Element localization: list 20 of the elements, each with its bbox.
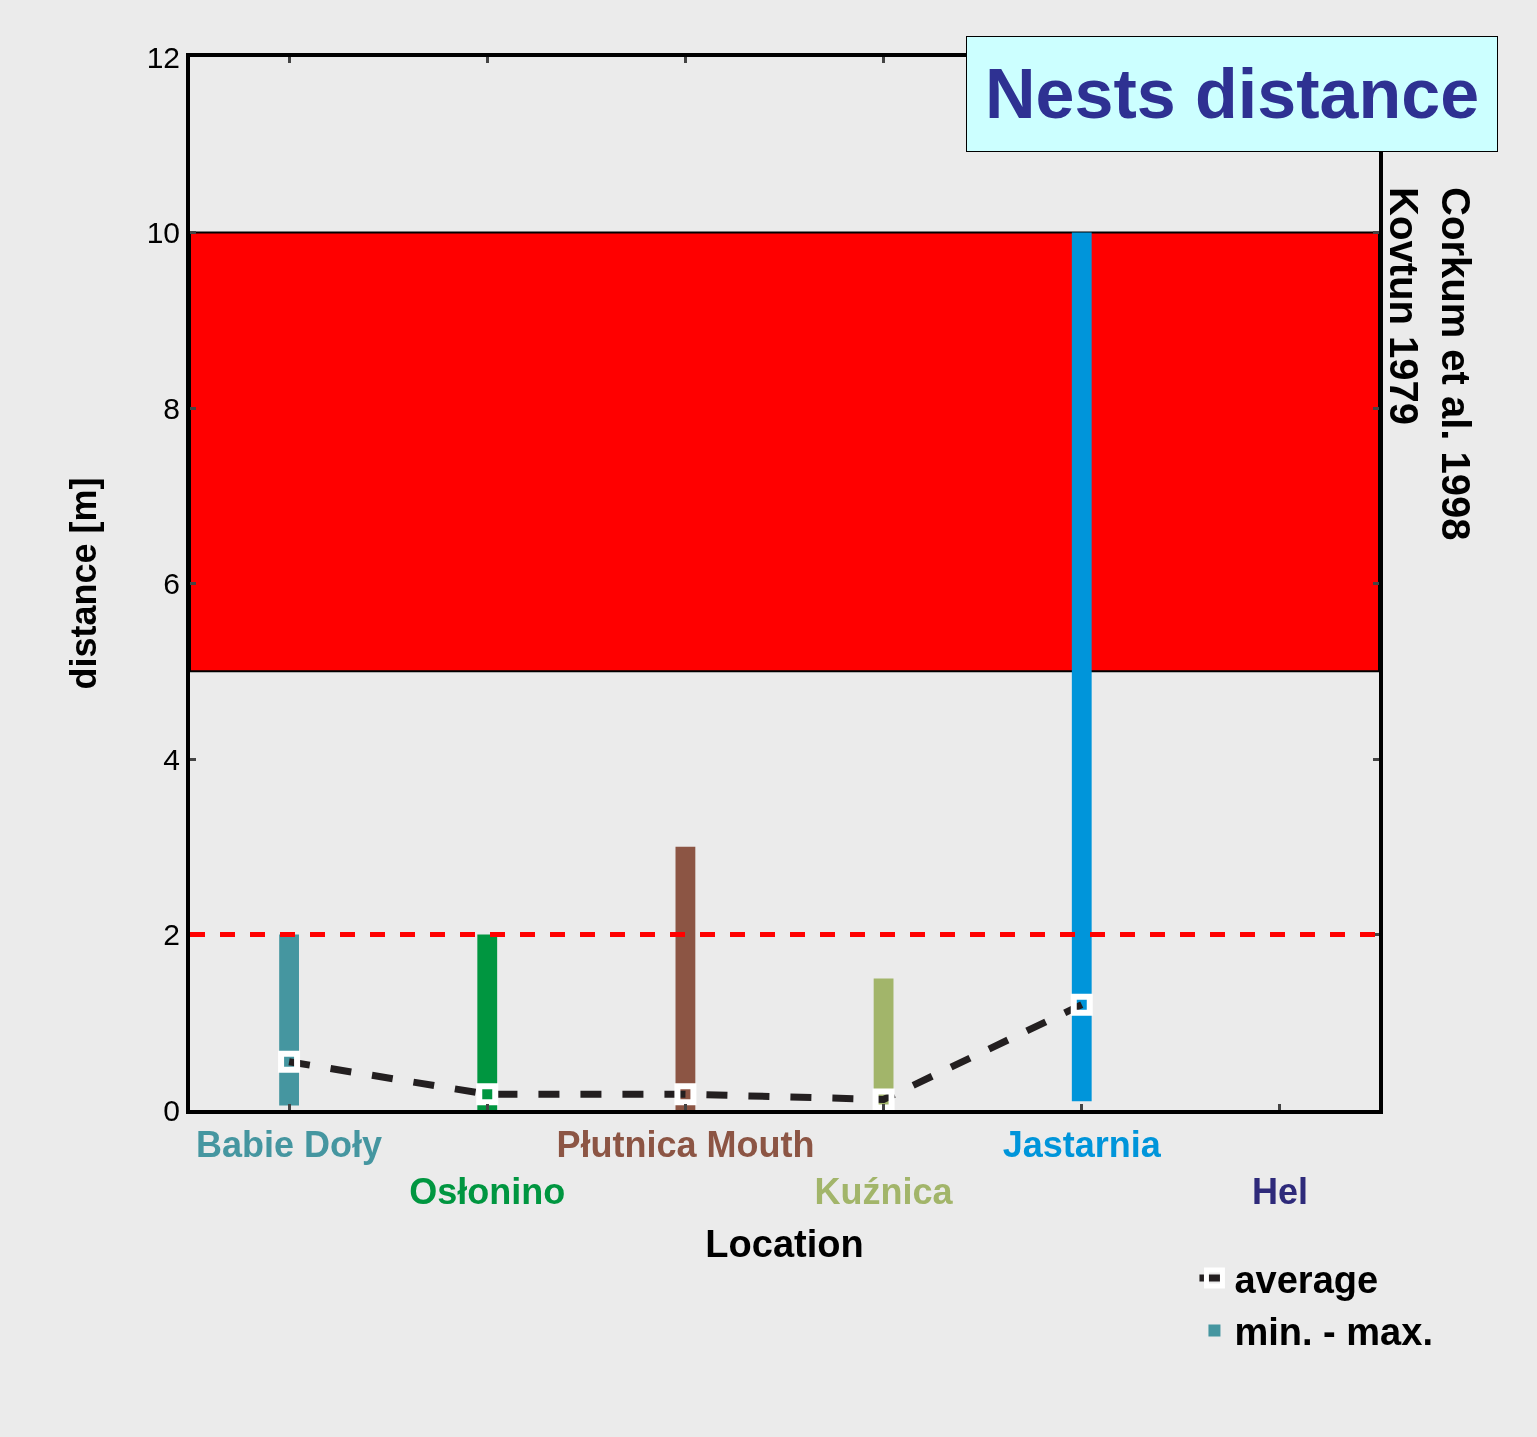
legend-label: min. - max. (1234, 1311, 1433, 1354)
y-tick-label: 10 (146, 216, 180, 249)
band-label: Corkum et al. 1998 Kovtun 1979 (1382, 187, 1479, 541)
x-tick-label: Osłonino (409, 1171, 566, 1212)
x-tick-label: Hel (1251, 1171, 1308, 1212)
y-tick-label: 4 (163, 742, 180, 776)
y-tick-label: 2 (163, 918, 180, 951)
y-tick-label: 6 (163, 567, 180, 600)
y-tick-label: 12 (146, 40, 180, 74)
legend-label: average (1234, 1258, 1379, 1301)
y-tick-label: 0 (163, 1093, 180, 1127)
x-tick-label: Jastarnia (1002, 1124, 1162, 1166)
x-tick-label: Babie Doły (196, 1124, 383, 1166)
x-tick-label: Kuźnica (814, 1171, 954, 1212)
bar (1071, 232, 1092, 1102)
y-tick-label: 8 (163, 391, 180, 425)
x-tick-label: Płutnica Mouth (556, 1124, 815, 1166)
y-axis-title: distance [m] (63, 477, 105, 690)
x-axis-title: Location (705, 1222, 864, 1265)
chart-title: Nests distance (985, 55, 1480, 133)
